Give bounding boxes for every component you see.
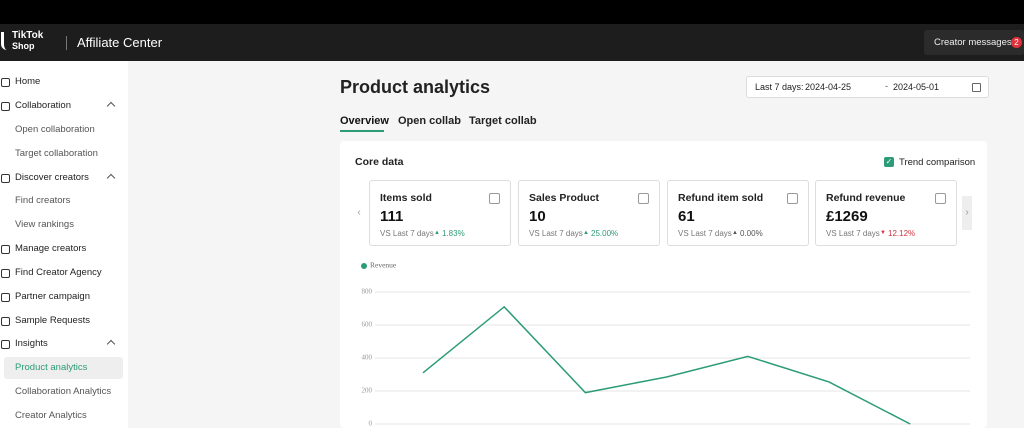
logo-top: TikTok (12, 30, 44, 41)
sidebar-item[interactable]: Collaboration (15, 100, 71, 111)
end-date: 2024-05-01 (893, 82, 940, 92)
sidebar-subitem[interactable]: Collaboration Analytics (15, 386, 112, 397)
legend-marker (361, 263, 367, 269)
metric-label: Refund revenue (826, 192, 906, 204)
change-arrow: ▲ (434, 230, 440, 236)
metric-value: 111 (380, 208, 404, 225)
change-arrow: ▲ (583, 230, 589, 236)
metric-card[interactable]: Sales Product 10 VS Last 7 days ▲ 25.00% (518, 180, 660, 246)
logo-icon (1, 32, 12, 50)
carousel-next[interactable]: › (962, 196, 972, 230)
tab-underline (340, 130, 384, 132)
active-item-bg (4, 357, 123, 379)
sidebar-icon (1, 245, 10, 254)
compare-label: VS Last 7 days (826, 229, 880, 238)
separator (66, 36, 67, 50)
metric-value: £1269 (826, 208, 868, 225)
tab[interactable]: Overview (340, 115, 389, 127)
sidebar-item[interactable]: Manage creators (15, 243, 87, 254)
header-title: Affiliate Center (77, 35, 163, 50)
sidebar-icon (1, 102, 10, 111)
sidebar-item[interactable]: Partner campaign (15, 291, 90, 302)
change-value: 1.83% (442, 229, 465, 238)
trend-label: Trend comparison (899, 157, 976, 168)
sidebar-icon (1, 317, 10, 326)
sidebar-item[interactable]: Discover creators (15, 172, 89, 183)
y-tick-label: 600 (362, 321, 373, 329)
checkbox (935, 193, 946, 204)
sidebar-subitem[interactable]: Product analytics (15, 362, 88, 373)
metric-card[interactable]: Items sold 111 VS Last 7 days ▲ 1.83% (369, 180, 511, 246)
start-date: 2024-04-25 (805, 82, 852, 92)
compare-label: VS Last 7 days (380, 229, 434, 238)
chart: Revenue 0 200 400 600 800 (361, 261, 970, 428)
y-tick-label: 0 (369, 420, 373, 428)
sidebar-item[interactable]: Home (15, 76, 41, 87)
trend-checkbox[interactable]: ✓ (884, 157, 894, 167)
change-value: 0.00% (740, 229, 763, 238)
sidebar-item[interactable]: Insights (15, 338, 48, 349)
compare-label: VS Last 7 days (678, 229, 732, 238)
sidebar-subitem[interactable]: View rankings (15, 219, 74, 230)
y-tick-label: 400 (362, 354, 373, 362)
sidebar-icon (1, 269, 10, 278)
tab[interactable]: Open collab (398, 115, 461, 127)
sidebar-icon (1, 293, 10, 302)
date-picker[interactable]: Last 7 days: 2024-04-25 - 2024-05-01 (746, 76, 989, 98)
sidebar-subitem[interactable]: Find creators (15, 195, 71, 206)
sidebar-icon (1, 340, 10, 349)
y-tick-label: 800 (362, 288, 373, 296)
metric-card[interactable]: Refund revenue £1269 VS Last 7 days ▼ 12.12% (815, 180, 957, 246)
section-title: Core data (355, 156, 404, 168)
sidebar-item[interactable]: Find Creator Agency (15, 267, 102, 278)
header: TikTok Shop Affiliate Center Creator mes… (0, 24, 1024, 61)
checkbox (787, 193, 798, 204)
sidebar-subitem[interactable]: Creator Analytics (15, 410, 87, 421)
sidebar-icon (1, 174, 10, 183)
metric-value: 10 (529, 208, 546, 225)
y-tick-label: 200 (362, 387, 373, 395)
date-label: Last 7 days: (755, 82, 804, 92)
date-dash: - (885, 81, 888, 91)
change-arrow: ▼ (880, 230, 886, 236)
change-arrow: ▲ (732, 230, 738, 236)
metric-card[interactable]: Refund item sold 61 VS Last 7 days ▲ 0.00% (667, 180, 809, 246)
carousel-prev[interactable]: ‹ (357, 207, 361, 218)
change-value: 12.12% (888, 229, 916, 238)
sidebar-item[interactable]: Sample Requests (15, 315, 90, 326)
sidebar-subitem[interactable]: Open collaboration (15, 124, 95, 135)
checkbox (638, 193, 649, 204)
sidebar-subitem[interactable]: Target collaboration (15, 148, 98, 159)
metric-label: Sales Product (529, 192, 600, 204)
logo-bottom: Shop (12, 41, 35, 51)
legend-label: Revenue (370, 261, 397, 270)
sidebar-icon (1, 78, 10, 87)
message-badge: 2 (1011, 37, 1022, 48)
compare-label: VS Last 7 days (529, 229, 583, 238)
tab[interactable]: Target collab (469, 115, 537, 127)
calendar-icon (972, 83, 981, 92)
metric-label: Refund item sold (678, 192, 764, 204)
change-value: 25.00% (591, 229, 619, 238)
checkbox (489, 193, 500, 204)
top-bar (0, 0, 1024, 24)
metric-value: 61 (678, 208, 695, 225)
metric-label: Items sold (380, 192, 432, 204)
messages-label: Creator messages (934, 37, 1012, 48)
page-title: Product analytics (340, 77, 491, 97)
revenue-line (422, 305, 911, 425)
messages-button[interactable]: Creator messages 2 (924, 30, 1024, 55)
